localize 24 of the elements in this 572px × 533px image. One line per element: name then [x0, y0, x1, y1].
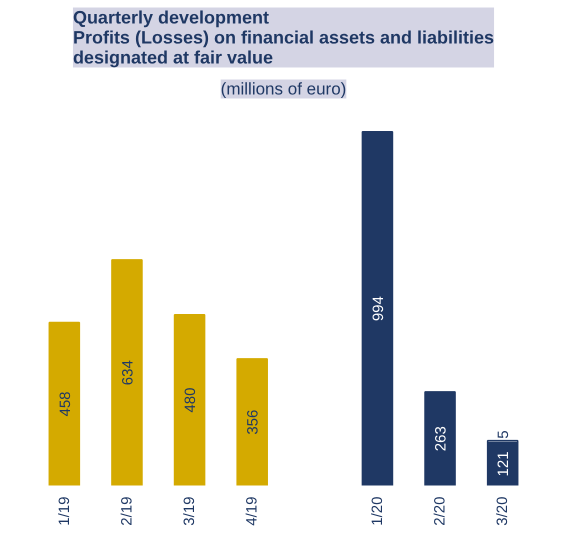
data-label: 263 — [432, 426, 450, 452]
bar — [111, 259, 143, 486]
x-tick-label: 3/20 — [494, 496, 512, 526]
data-label: 5 — [495, 430, 512, 439]
bar — [174, 314, 206, 486]
bar — [48, 322, 80, 486]
x-tick-label: 1/19 — [56, 496, 73, 526]
data-label: 121 — [495, 451, 512, 476]
x-tick-label: 1/20 — [368, 496, 386, 526]
x-tick-label: 2/20 — [432, 496, 449, 526]
x-tick-label: 3/19 — [181, 496, 198, 526]
chart-subtitle: (millions of euro) — [220, 80, 346, 98]
bar — [486, 442, 518, 486]
data-label: 994 — [370, 296, 387, 322]
chart-title: Quarterly development Profits (Losses) on financial assets and liabilities designated at fair value — [72, 8, 494, 68]
x-tick-label: 2/19 — [118, 496, 136, 526]
bar — [236, 358, 268, 486]
x-tick-label: 4/19 — [244, 496, 261, 526]
data-label: 356 — [244, 410, 262, 435]
bar — [362, 131, 394, 486]
bar — [424, 391, 456, 486]
data-label: 634 — [119, 360, 136, 386]
data-label: 480 — [182, 388, 200, 413]
data-label: 458 — [56, 391, 74, 417]
